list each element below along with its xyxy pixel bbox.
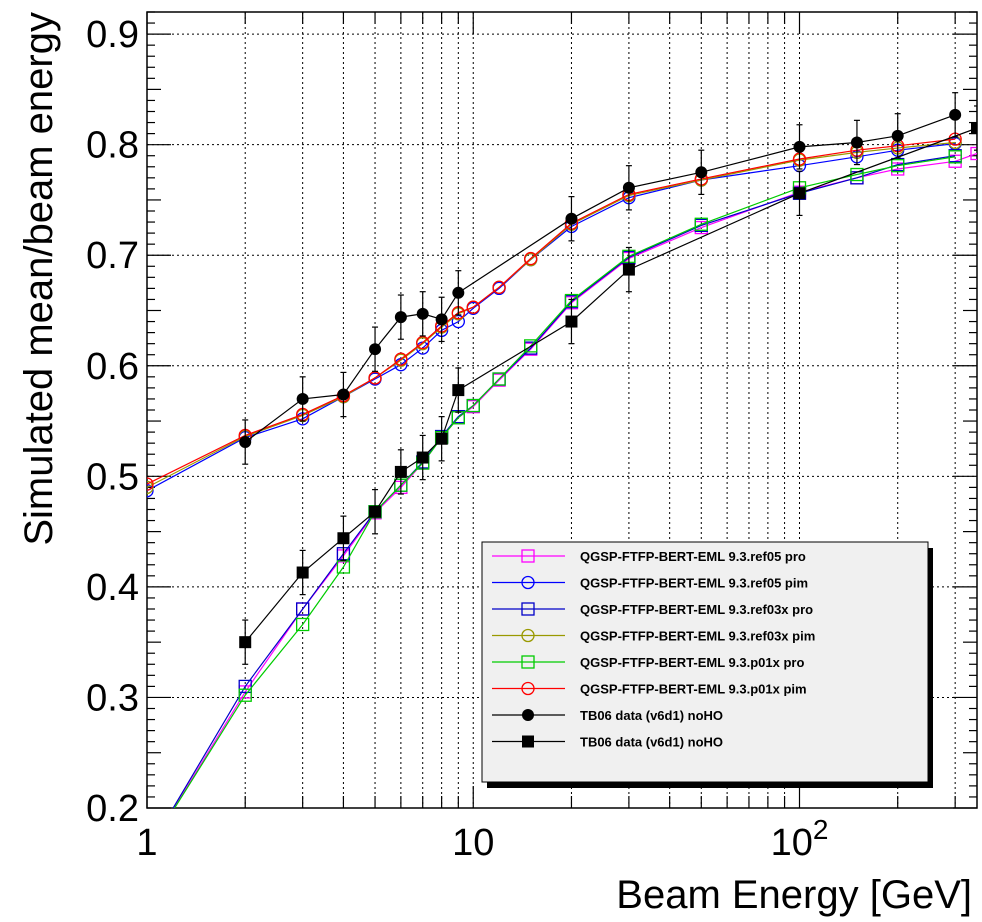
data-point bbox=[466, 398, 480, 413]
data-point bbox=[147, 484, 154, 498]
data-point bbox=[239, 436, 252, 449]
data-point bbox=[238, 679, 252, 694]
data-point bbox=[850, 136, 863, 149]
data-point bbox=[492, 372, 506, 386]
data-point bbox=[565, 212, 578, 225]
legend-label: TB06 data (v6d1) noHO bbox=[580, 735, 723, 750]
data-point bbox=[891, 129, 904, 142]
legend-marker bbox=[522, 709, 534, 721]
data-point bbox=[891, 159, 905, 173]
x-axis-title: Beam Energy [GeV] bbox=[616, 873, 972, 917]
legend-marker bbox=[521, 681, 535, 696]
data-point bbox=[970, 146, 977, 161]
data-point bbox=[368, 371, 382, 385]
y-tick-label: 0.4 bbox=[86, 567, 139, 609]
series-7 bbox=[239, 105, 977, 665]
series-6 bbox=[239, 92, 962, 465]
data-point bbox=[451, 314, 465, 329]
plot-area bbox=[147, 92, 977, 808]
data-point bbox=[394, 352, 408, 366]
data-point bbox=[394, 465, 407, 478]
legend-marker bbox=[522, 735, 534, 748]
data-point bbox=[369, 343, 382, 356]
data-point bbox=[369, 505, 382, 518]
data-point bbox=[336, 560, 351, 574]
data-point bbox=[622, 263, 635, 276]
data-point bbox=[416, 335, 430, 350]
legend-marker bbox=[521, 575, 535, 590]
legend-label: QGSP-FTFP-BERT-EML 9.3.p01x pim bbox=[580, 682, 807, 697]
legend-items: QGSP-FTFP-BERT-EML 9.3.ref05 pro QGSP-FTF… bbox=[492, 549, 815, 750]
data-point bbox=[337, 532, 350, 545]
x-tick-label: 10 bbox=[452, 822, 494, 864]
data-point bbox=[971, 122, 977, 135]
data-point bbox=[435, 432, 448, 445]
data-point bbox=[695, 166, 708, 179]
data-point bbox=[694, 217, 708, 231]
y-tick-label: 0.8 bbox=[86, 125, 139, 167]
tick-labels: 0.20.30.40.50.60.70.80.91 10 102 bbox=[86, 14, 828, 864]
data-point bbox=[524, 251, 538, 266]
data-point bbox=[147, 477, 154, 491]
legend-label: QGSP-FTFP-BERT-EML 9.3.ref05 pim bbox=[580, 576, 808, 591]
data-point bbox=[948, 150, 962, 164]
legend-label: QGSP-FTFP-BERT-EML 9.3.ref03x pro bbox=[580, 602, 813, 617]
y-tick-label: 0.9 bbox=[86, 14, 139, 56]
data-point bbox=[949, 108, 962, 121]
data-point bbox=[296, 617, 310, 632]
x-tick-label: 1 bbox=[136, 822, 157, 864]
data-point bbox=[793, 140, 806, 153]
series-line bbox=[244, 127, 977, 643]
data-point bbox=[416, 451, 429, 464]
data-point bbox=[238, 688, 252, 702]
data-point bbox=[296, 392, 309, 405]
legend-marker bbox=[521, 655, 535, 669]
legend-label: QGSP-FTFP-BERT-EML 9.3.ref05 pro bbox=[580, 549, 806, 564]
ticks bbox=[146, 11, 977, 809]
legend-marker bbox=[521, 628, 535, 643]
y-axis-title: Simulated mean/beam energy bbox=[17, 12, 61, 546]
data-point bbox=[565, 315, 578, 328]
y-tick-label: 0.7 bbox=[86, 235, 139, 277]
data-point bbox=[452, 384, 465, 397]
data-point bbox=[239, 636, 252, 649]
data-point bbox=[337, 388, 350, 401]
y-tick-label: 0.5 bbox=[86, 456, 139, 498]
legend-label: TB06 data (v6d1) noHO bbox=[580, 708, 723, 723]
legend-marker bbox=[521, 602, 535, 616]
y-tick-label: 0.3 bbox=[86, 677, 139, 719]
data-point bbox=[492, 280, 506, 294]
y-tick-label: 0.6 bbox=[86, 346, 139, 388]
legend-marker bbox=[521, 549, 535, 563]
y-tick-label: 0.2 bbox=[86, 788, 139, 830]
data-point bbox=[416, 307, 429, 320]
data-point bbox=[452, 286, 465, 299]
legend-label: QGSP-FTFP-BERT-EML 9.3.p01x pro bbox=[580, 655, 804, 670]
data-point bbox=[394, 311, 407, 324]
data-point bbox=[524, 339, 538, 353]
data-point bbox=[793, 187, 806, 200]
data-point bbox=[296, 566, 309, 579]
data-point bbox=[147, 480, 154, 495]
data-point bbox=[296, 602, 310, 616]
data-point bbox=[435, 313, 448, 326]
legend-label: QGSP-FTFP-BERT-EML 9.3.ref03x pim bbox=[580, 629, 815, 644]
data-point bbox=[622, 181, 635, 194]
data-point bbox=[466, 300, 480, 314]
legend: QGSP-FTFP-BERT-EML 9.3.ref05 pro QGSP-FTF… bbox=[481, 541, 933, 788]
